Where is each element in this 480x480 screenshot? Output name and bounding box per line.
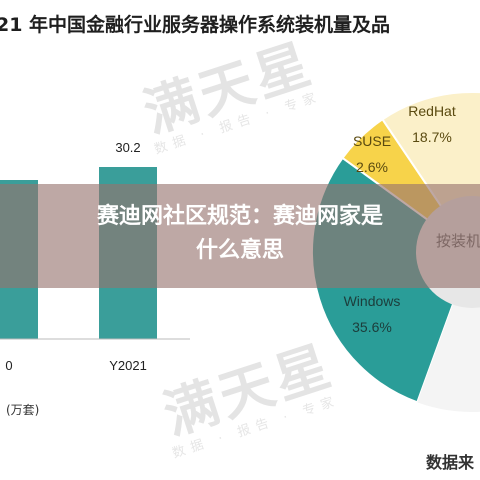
pie-label-name-windows: Windows: [344, 293, 401, 309]
unit-label: (万套): [6, 403, 40, 417]
bar-data-label-2: 30.2: [115, 140, 140, 155]
pie-label-value-windows: 35.6%: [352, 319, 392, 335]
x-tick-label-2: Y2021: [109, 358, 147, 373]
chart-title: 21 年中国金融行业服务器操作系统装机量及品: [0, 14, 391, 36]
overlay-banner-text: 赛迪网社区规范：赛迪网家是 什么意思: [40, 200, 440, 268]
pie-label-name-suse: SUSE: [353, 133, 391, 149]
overlay-banner-line-1: 赛迪网社区规范：赛迪网家是: [96, 204, 383, 229]
overlay-banner-line-2: 什么意思: [195, 238, 284, 263]
pie-label-name-redhat: RedHat: [408, 103, 456, 119]
x-tick-label-1: 0: [5, 358, 12, 373]
overlay-banner: [0, 184, 480, 288]
pie-label-value-redhat: 18.7%: [412, 129, 452, 145]
source-label: 数据来: [426, 453, 475, 472]
pie-label-value-suse: 2.6%: [356, 159, 388, 175]
